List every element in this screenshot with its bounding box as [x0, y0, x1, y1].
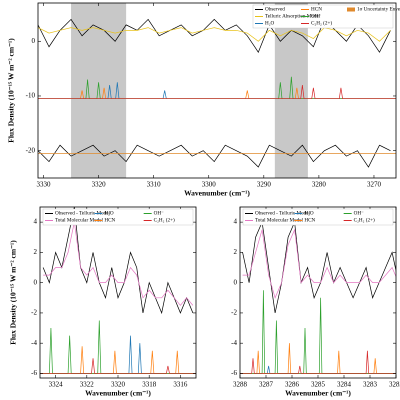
x-axis-label: Wavenumber (cm⁻¹): [85, 389, 151, 398]
y-tick-label: -4: [231, 339, 237, 347]
spectrum-line: [240, 350, 396, 374]
x-axis-label: Wavenumber (cm⁻¹): [285, 389, 351, 398]
plot-area: [40, 207, 196, 374]
legend-label: Total Molecular Model: [255, 218, 304, 224]
x-axis-label: Wavenumber (cm⁻¹): [184, 189, 250, 198]
legend-box: [42, 208, 194, 226]
legend-swatch: [347, 7, 355, 12]
legend-label: Observed: [265, 7, 285, 13]
legend-label: C₂H₂ (2+): [311, 20, 332, 27]
legend-label: OH⁻: [311, 14, 321, 20]
x-tick-label: 3330: [37, 181, 52, 189]
y-tick-label: -10: [26, 92, 36, 100]
shaded-region: [71, 3, 127, 178]
y-tick-label: -6: [231, 369, 237, 377]
spectrum-line: [40, 320, 196, 374]
spectrum-line: [40, 358, 196, 374]
x-tick-label: 3300: [202, 181, 217, 189]
legend-label: Telluric Absorption Model: [265, 14, 321, 20]
y-tick-label: -2: [31, 309, 37, 317]
legend-box: [242, 208, 394, 226]
spectrum-line: [38, 144, 391, 168]
spectrum-line: [38, 82, 396, 100]
x-tick-label: 3286: [285, 381, 300, 389]
y-tick-label: 2: [34, 248, 38, 256]
axes-frame: [39, 206, 197, 379]
x-tick-label: 3287: [259, 381, 274, 389]
y-axis-label: Flux Density (10⁻¹⁵ W m⁻² cm⁻¹): [7, 38, 16, 143]
spectrum-line: [40, 335, 196, 374]
x-tick-label: 3320: [111, 381, 126, 389]
legend-label: C₂H₂ (2+): [154, 217, 175, 224]
plot-area: [38, 3, 396, 178]
x-tick-label: 3322: [80, 381, 95, 389]
y-tick-label: 0: [34, 278, 38, 286]
axes-frame: [37, 2, 397, 179]
legend-label: HCN: [104, 218, 115, 224]
spectrum-line: [42, 207, 194, 315]
x-tick-label: 3316: [173, 381, 188, 389]
legend-label: OH⁻: [354, 211, 364, 217]
spectrum-line: [38, 27, 391, 42]
x-tick-label: 3290: [257, 181, 272, 189]
spectrum-line: [40, 346, 196, 374]
spectrum-line: [38, 84, 396, 100]
legend-label: Total Molecular Model: [55, 218, 104, 224]
legend-label: Observed - Telluric Model: [255, 211, 311, 217]
legend-label: HCN: [304, 218, 315, 224]
y-tick-label: 2: [234, 248, 238, 256]
spectrum-line: [240, 290, 396, 374]
shaded-region: [274, 3, 308, 178]
legend-label: H₂O: [104, 211, 114, 217]
plot-area: [240, 220, 396, 374]
y-tick-label: 0: [234, 278, 238, 286]
x-tick-label: 3284: [337, 381, 352, 389]
legend-label: OH⁻: [154, 211, 164, 217]
legend-label: H₂O: [304, 211, 314, 217]
x-tick-label: 3318: [142, 381, 157, 389]
spectrum-line: [240, 343, 396, 374]
y-tick-label: -2: [231, 309, 237, 317]
y-tick-label: 0: [32, 37, 36, 45]
x-tick-label: 3285: [311, 381, 326, 389]
x-tick-label: 3310: [147, 181, 162, 189]
legend-label: 1σ Uncertainty Envelope: [357, 7, 400, 13]
x-tick-label: 3280: [312, 181, 327, 189]
y-tick-label: 4: [34, 218, 38, 226]
legend-label: Observed - Telluric Model: [55, 211, 111, 217]
x-tick-label: 3282: [389, 381, 400, 389]
spectrum-line: [240, 365, 396, 374]
x-tick-label: 3320: [92, 181, 107, 189]
legend-label: C₂H₂ (2+): [354, 217, 375, 224]
legend-box: [252, 4, 394, 29]
y-tick-label: -20: [26, 146, 36, 154]
y-tick-label: -6: [31, 369, 37, 377]
x-tick-label: 3283: [363, 381, 378, 389]
legend-label: H₂O: [265, 21, 275, 27]
spectrum-line: [43, 222, 194, 306]
legend-label: HCN: [311, 7, 322, 13]
x-tick-label: 3324: [49, 381, 64, 389]
x-tick-label: 3270: [367, 181, 382, 189]
y-axis-label: Flux Density (10⁻¹⁵ W m⁻² cm⁻¹): [9, 240, 18, 345]
x-tick-label: 3288: [233, 381, 248, 389]
y-tick-label: -4: [31, 339, 37, 347]
y-tick-label: 4: [234, 218, 238, 226]
spectrum-line: [242, 228, 396, 299]
